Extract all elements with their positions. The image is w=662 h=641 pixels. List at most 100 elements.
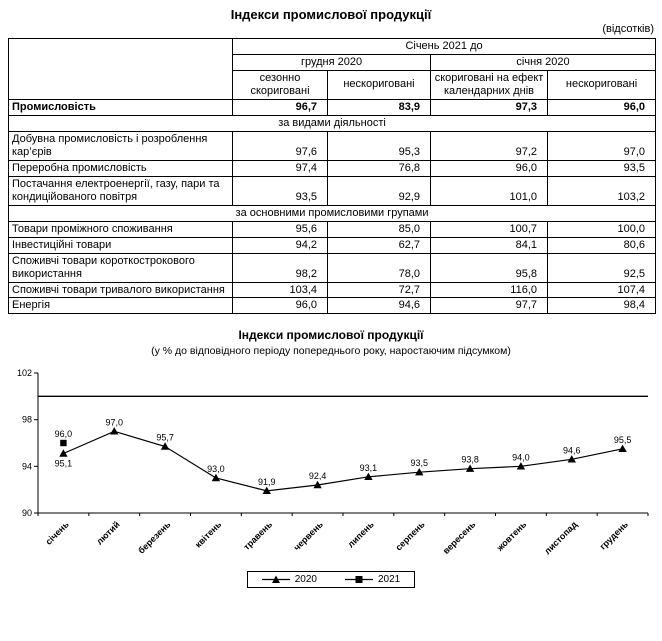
- value-cell: 62,7: [327, 236, 431, 254]
- chart-subtitle: (у % до відповідного періоду попередньог…: [151, 345, 511, 358]
- triangle-marker: [160, 442, 170, 451]
- triangle-marker: [313, 481, 322, 489]
- legend-label: 2020: [294, 574, 317, 586]
- value-cell: 93,5: [546, 159, 657, 177]
- chart-legend: 2020 2021: [246, 571, 416, 589]
- value-cell: 116,0: [430, 281, 548, 299]
- data-point-label: 93,5: [410, 459, 428, 469]
- units-note: (відсотків): [602, 23, 654, 35]
- header-col-calendar-adjusted: скориговані на ефект календарних днів: [430, 69, 548, 100]
- value-cell: 97,0: [546, 130, 657, 161]
- header-col-seasonally-adjusted: сезонно скориговані: [232, 69, 328, 100]
- value-cell: 96,0: [546, 98, 657, 116]
- row-label: Інвестиційні товари: [8, 236, 233, 254]
- table-row: Товари проміжного споживання 95,6 85,0 1…: [8, 220, 657, 238]
- header-col-unadjusted-2: нескориговані: [546, 69, 657, 100]
- header-group-dec2020: грудня 2020: [232, 53, 431, 71]
- triangle-marker: [59, 449, 68, 458]
- month-label: лютий: [94, 520, 121, 547]
- value-cell: 97,7: [430, 297, 548, 315]
- header-row-groups: грудня 2020 січня 2020: [9, 53, 657, 71]
- data-point-label: 93,8: [461, 455, 479, 465]
- month-label: травень: [241, 519, 274, 552]
- table-row: Споживчі товари короткострокового викори…: [8, 252, 657, 283]
- triangle-marker: [415, 468, 424, 476]
- month-label: листопад: [542, 520, 579, 557]
- data-point-label: 93,1: [360, 463, 378, 473]
- row-label: Переробна промисловість: [8, 159, 233, 177]
- y-axis-label: 90: [22, 508, 32, 518]
- value-cell: 83,9: [327, 98, 431, 116]
- value-cell: 93,5: [232, 175, 328, 206]
- y-axis-label: 102: [17, 368, 32, 378]
- month-label: серпень: [393, 519, 427, 553]
- value-cell: 92,5: [546, 252, 657, 283]
- triangle-marker: [110, 427, 119, 435]
- data-point-label: 91,9: [258, 477, 276, 487]
- triangle-marker: [516, 462, 526, 470]
- square-marker: [60, 440, 67, 447]
- section-label: за основними промисловими групами: [7, 204, 657, 222]
- value-cell: 100,7: [430, 220, 548, 238]
- month-label: жовтень: [494, 519, 529, 554]
- value-cell: 94,2: [232, 236, 328, 254]
- value-cell: 96,0: [232, 297, 328, 315]
- triangle-marker: [262, 487, 271, 495]
- data-point-label: 96,0: [55, 429, 73, 439]
- value-cell: 96,0: [430, 159, 548, 177]
- triangle-marker-icon: [261, 575, 290, 584]
- value-cell: 97,3: [430, 98, 548, 116]
- value-cell: 84,1: [430, 236, 548, 254]
- month-label: липень: [346, 519, 376, 549]
- value-cell: 103,4: [232, 281, 328, 299]
- section-label: за видами діяльності: [7, 114, 657, 132]
- data-point-label: 93,0: [207, 464, 225, 474]
- data-point-label: 95,7: [156, 433, 174, 443]
- legend-label: 2021: [378, 574, 401, 586]
- row-label: Промисловість: [8, 98, 233, 116]
- month-label: березень: [136, 519, 173, 556]
- page-title: Індекси промислової продукції: [230, 7, 432, 22]
- table-row: Енергія 96,0 94,6 97,7 98,4: [8, 297, 657, 315]
- value-cell: 94,6: [327, 297, 431, 315]
- row-label: Споживчі товари тривалого використання: [8, 281, 233, 299]
- row-label: Товари проміжного споживання: [8, 220, 233, 238]
- triangle-marker: [364, 473, 373, 481]
- value-cell: 97,2: [430, 130, 548, 161]
- value-cell: 97,4: [232, 159, 328, 177]
- value-cell: 97,6: [232, 130, 328, 161]
- row-label: Постачання електроенергії, газу, пари та…: [8, 175, 233, 206]
- data-point-label: 95,1: [55, 459, 73, 469]
- header-row-top: Січень 2021 до: [8, 38, 657, 100]
- chart-title: Індекси промислової продукції: [238, 328, 424, 343]
- data-point-label: 94,0: [512, 453, 530, 463]
- triangle-marker: [618, 445, 627, 453]
- value-cell: 95,8: [430, 252, 548, 283]
- series-line-2020: [63, 431, 623, 492]
- value-cell: 80,6: [546, 236, 657, 254]
- header-group-jan2020: січня 2020: [429, 53, 657, 71]
- table-row: Споживчі товари тривалого використання 1…: [8, 281, 657, 299]
- value-cell: 107,4: [546, 281, 657, 299]
- header-period: Січень 2021 до: [231, 38, 657, 55]
- month-label: квітень: [193, 519, 224, 550]
- legend-item-2021: 2021: [345, 574, 400, 585]
- value-cell: 85,0: [327, 220, 431, 238]
- table-row: Добувна промисловість і розроблення кар’…: [8, 130, 657, 161]
- value-cell: 100,0: [546, 220, 657, 238]
- value-cell: 95,3: [327, 130, 431, 161]
- section-row: за видами діяльності: [7, 114, 657, 132]
- value-cell: 95,6: [232, 220, 328, 238]
- line-chart: 102 98 94 90 січень лютий березень квітень траве…: [17, 368, 649, 557]
- indices-table: Січень 2021 до грудня 2020 січня 2020 се…: [7, 38, 657, 315]
- data-point-label: 97,0: [105, 418, 123, 428]
- value-cell: 98,2: [232, 252, 328, 283]
- triangle-marker: [465, 464, 475, 473]
- triangle-marker: [567, 455, 576, 463]
- data-point-label: 95,5: [614, 435, 632, 445]
- triangle-marker: [211, 474, 221, 482]
- month-label: грудень: [598, 519, 631, 552]
- data-point-label: 94,6: [563, 446, 581, 456]
- table-row: Постачання електроенергії, газу, пари та…: [8, 175, 657, 206]
- month-label: січень: [43, 519, 71, 547]
